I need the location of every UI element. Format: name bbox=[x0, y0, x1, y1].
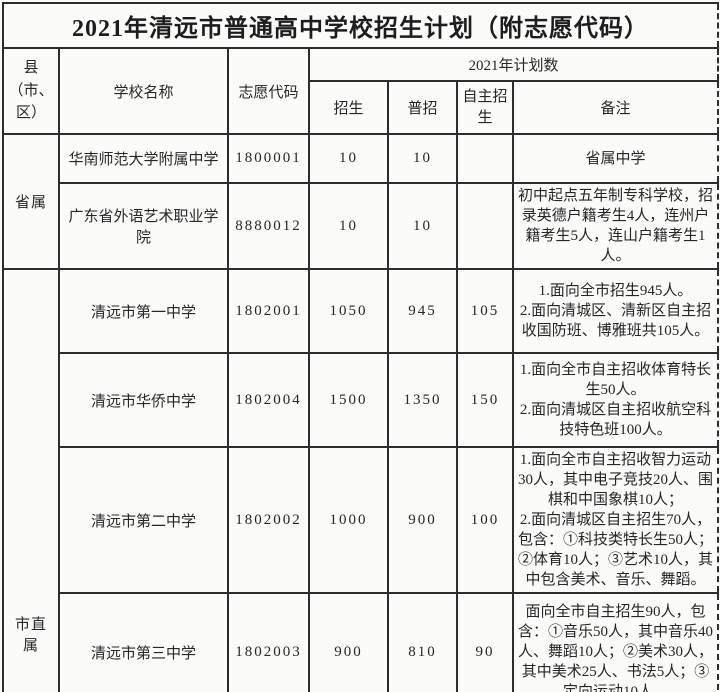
enroll-count-cell: 900 bbox=[308, 592, 389, 692]
header-volunteer-code: 志愿代码 bbox=[227, 47, 310, 135]
header-row-top: 县（市、区） 学校名称 志愿代码 2021年计划数 bbox=[2, 47, 720, 135]
enroll-count-cell: 10 bbox=[308, 182, 389, 270]
autonomous-count-cell: 90 bbox=[456, 592, 514, 692]
remark-cell: 1.面向全市自主招收体育特长生50人。 2.面向清城区自主招收航空科技特色班10… bbox=[511, 352, 720, 448]
volunteer-code-cell: 1802002 bbox=[227, 446, 310, 594]
school-name-cell: 清远市华侨中学 bbox=[58, 352, 229, 448]
enroll-count-cell: 1500 bbox=[308, 352, 389, 448]
general-count-cell: 10 bbox=[387, 133, 458, 184]
group-cell-provincial: 省属 bbox=[2, 133, 60, 270]
autonomous-count-cell: 150 bbox=[456, 352, 514, 448]
header-county: 县（市、区） bbox=[2, 47, 60, 135]
remark-cell: 1.面向全市招生945人。 2.面向清城区、清新区自主招收国防班、博雅班共105… bbox=[511, 268, 720, 354]
school-name-cell: 清远市第一中学 bbox=[58, 268, 229, 354]
group-cell-municipal: 市直属 bbox=[2, 268, 60, 692]
school-name-cell: 清远市第二中学 bbox=[58, 446, 229, 594]
general-count-cell: 945 bbox=[387, 268, 458, 354]
volunteer-code-cell: 8880012 bbox=[227, 182, 310, 270]
table-row: 省属 华南师范大学附属中学 1800001 10 10 省属中学 bbox=[2, 133, 720, 270]
remark-cell: 1.面向全市自主招收智力运动30人，其中电子竞技20人、围棋和中国象棋10人； … bbox=[511, 446, 720, 594]
general-count-cell: 900 bbox=[387, 446, 458, 594]
table-row: 清远市第三中学 1802003 900 810 90 面向全市自主招生90人，包… bbox=[3, 592, 720, 692]
header-enroll: 招生 bbox=[308, 80, 389, 135]
autonomous-count-cell bbox=[456, 133, 514, 184]
remark-cell: 初中起点五年制专科学校，招录英德户籍考生4人，连州户籍考生5人，连山户籍考生1人… bbox=[511, 182, 720, 270]
volunteer-code-cell: 1802003 bbox=[227, 592, 310, 692]
header-remark: 备注 bbox=[511, 80, 720, 135]
volunteer-code-cell: 1800001 bbox=[227, 133, 310, 184]
header-general: 普招 bbox=[387, 80, 458, 135]
title-row: 2021年清远市普通高中学校招生计划（附志愿代码） bbox=[1, 2, 720, 49]
header-row-sub: 招生 普招 自主招生 备注 bbox=[3, 80, 720, 135]
school-name-cell: 广东省外语艺术职业学院 bbox=[58, 182, 229, 270]
volunteer-code-cell: 1802001 bbox=[227, 268, 310, 354]
autonomous-count-cell: 105 bbox=[456, 268, 514, 354]
school-name-cell: 华南师范大学附属中学 bbox=[58, 133, 229, 184]
table-row: 清远市华侨中学 1802004 1500 1350 150 1.面向全市自主招收… bbox=[3, 352, 720, 448]
general-count-cell: 10 bbox=[387, 182, 458, 270]
enroll-count-cell: 1050 bbox=[308, 268, 389, 354]
enroll-count-cell: 10 bbox=[308, 133, 389, 184]
page-title: 2021年清远市普通高中学校招生计划（附志愿代码） bbox=[1, 2, 720, 49]
table-row: 清远市第二中学 1802002 1000 900 100 1.面向全市自主招收智… bbox=[3, 446, 720, 594]
school-name-cell: 清远市第三中学 bbox=[58, 592, 229, 692]
autonomous-count-cell bbox=[456, 182, 514, 270]
autonomous-count-cell: 100 bbox=[456, 446, 514, 594]
remark-cell: 省属中学 bbox=[511, 133, 720, 184]
general-count-cell: 1350 bbox=[387, 352, 458, 448]
header-plan-2021: 2021年计划数 bbox=[307, 47, 720, 82]
header-school-name: 学校名称 bbox=[58, 47, 229, 135]
header-autonomous: 自主招生 bbox=[456, 80, 514, 135]
table-row: 广东省外语艺术职业学院 8880012 10 10 初中起点五年制专科学校，招录… bbox=[3, 182, 720, 270]
table-row: 市直属 清远市第一中学 1802001 1050 945 105 1.面向全市招… bbox=[2, 268, 720, 692]
enroll-count-cell: 1000 bbox=[308, 446, 389, 594]
volunteer-code-cell: 1802004 bbox=[227, 352, 310, 448]
remark-cell: 面向全市自主招生90人，包含：①音乐50人，其中音乐40人、舞蹈10人；②美术3… bbox=[511, 592, 720, 692]
general-count-cell: 810 bbox=[387, 592, 458, 692]
